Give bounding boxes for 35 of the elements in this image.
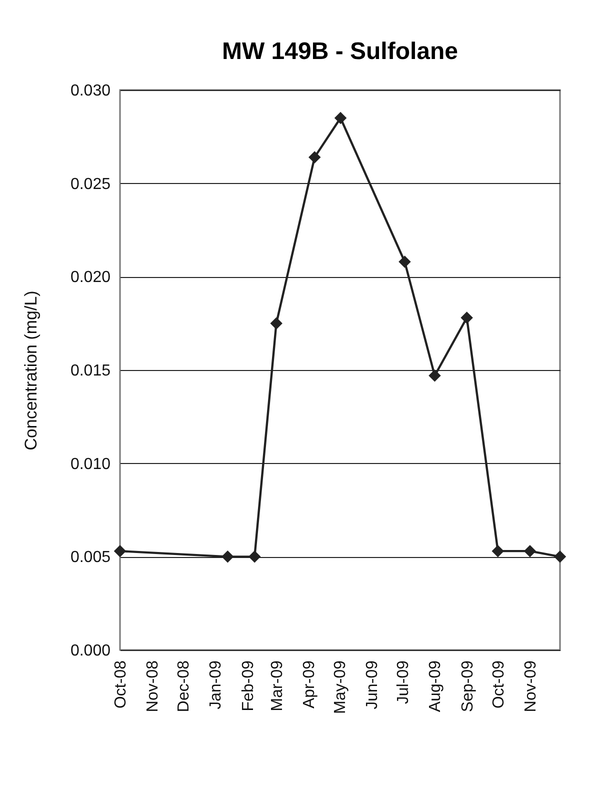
x-tick-label: Feb-09 (240, 660, 257, 712)
point (114, 544, 126, 558)
x-tick-label: Jan-09 (208, 660, 225, 710)
y-tick-label: 0.025 (70, 176, 111, 193)
point (492, 544, 504, 558)
point (398, 256, 411, 268)
y-tick-label: 0.020 (70, 269, 111, 286)
x-tick-label: Jul-09 (395, 660, 412, 704)
x-tick-label: Oct-08 (112, 660, 130, 709)
point (270, 317, 282, 330)
y-tick-label: 0.000 (70, 642, 111, 660)
y-tick-label: 0.005 (70, 549, 111, 566)
point (222, 550, 234, 563)
y-tick-label: 0.010 (70, 456, 111, 473)
y-tick-label: 0.015 (70, 362, 111, 380)
x-tick-label: Jun-09 (364, 660, 382, 710)
x-tick-label: Nov-09 (522, 660, 540, 712)
x-tick-label: Oct-09 (490, 660, 508, 709)
point (554, 550, 566, 563)
point (524, 544, 536, 558)
point (334, 112, 347, 124)
x-tick-label: Sep-09 (459, 660, 476, 712)
point (248, 550, 261, 563)
x-tick-label: May-09 (332, 660, 349, 714)
point (460, 312, 473, 324)
x-tick-label: Dec-08 (176, 660, 193, 712)
y-tick-label: 0.030 (70, 82, 111, 100)
x-tick-label: Mar-09 (268, 660, 286, 712)
point (428, 369, 441, 382)
x-tick-label: Apr-09 (300, 660, 318, 709)
y-axis-title: Concentration (mg/L) (21, 290, 40, 450)
point (308, 151, 321, 164)
x-tick-label: Aug-09 (427, 660, 444, 712)
x-tick-label: Nov-08 (144, 660, 162, 712)
chart-title: MW 149B - Sulfolane (222, 38, 458, 65)
